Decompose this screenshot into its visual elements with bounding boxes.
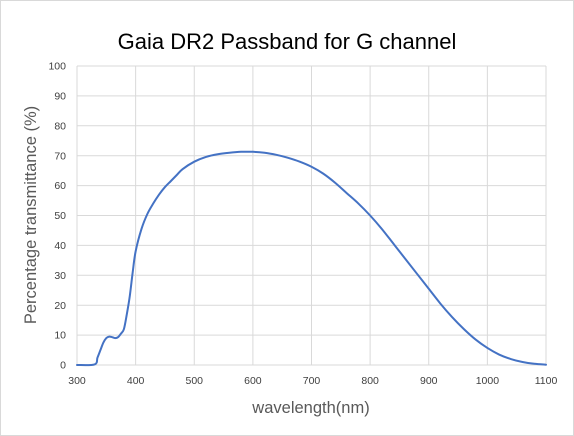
x-tick-label: 600 bbox=[244, 375, 262, 387]
y-tick-label: 60 bbox=[54, 180, 66, 192]
y-tick-label: 90 bbox=[54, 91, 66, 103]
series-line bbox=[76, 150, 547, 367]
y-tick-label: 100 bbox=[48, 61, 66, 73]
y-tick-labels: 0 10 20 30 40 50 60 70 80 90 100 bbox=[48, 61, 66, 372]
x-tick-label: 1100 bbox=[535, 375, 558, 387]
y-axis-title: Percentage transmittance (%) bbox=[22, 106, 40, 324]
chart-title: Gaia DR2 Passband for G channel bbox=[117, 29, 457, 54]
y-tick-label: 0 bbox=[60, 360, 66, 372]
x-tick-label: 300 bbox=[68, 375, 86, 387]
x-tick-label: 400 bbox=[127, 375, 145, 387]
y-tick-label: 50 bbox=[54, 210, 66, 222]
y-tick-label: 10 bbox=[54, 330, 66, 342]
series-group bbox=[76, 150, 547, 367]
y-tick-label: 30 bbox=[54, 270, 66, 282]
y-tick-label: 20 bbox=[54, 300, 66, 312]
x-tick-label: 800 bbox=[361, 375, 379, 387]
x-axis-title: wavelength(nm) bbox=[251, 399, 369, 417]
x-tick-label: 700 bbox=[303, 375, 321, 387]
x-gridlines bbox=[76, 66, 547, 365]
y-tick-label: 70 bbox=[54, 150, 66, 162]
y-tick-label: 40 bbox=[54, 240, 66, 252]
y-tick-label: 80 bbox=[54, 120, 66, 132]
x-tick-labels: 300 400 500 600 700 800 900 1000 1100 bbox=[68, 375, 557, 387]
x-tick-label: 900 bbox=[420, 375, 438, 387]
x-tick-label: 500 bbox=[185, 375, 203, 387]
x-tick-label: 1000 bbox=[476, 375, 500, 387]
